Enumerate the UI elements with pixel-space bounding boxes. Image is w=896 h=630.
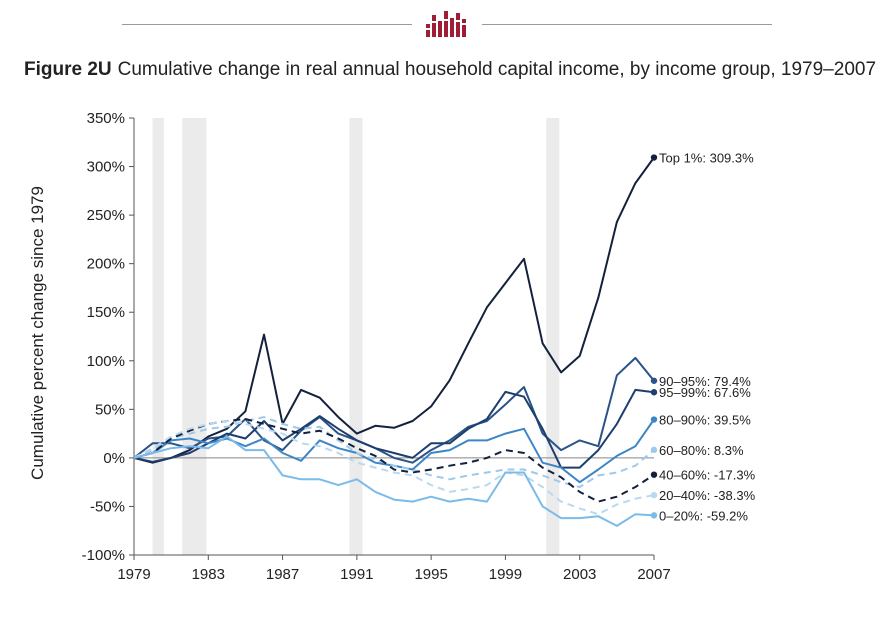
y-tick-label: 250%: [87, 207, 125, 224]
series-end-label-6: 20–40%: -38.3%: [659, 488, 756, 503]
series-end-marker-1: [650, 377, 658, 384]
x-tick-label: 2003: [563, 566, 596, 583]
series-end-marker-4: [650, 446, 658, 454]
y-tick-label: 150%: [87, 304, 125, 321]
epi-logo-icon: [426, 11, 466, 37]
recession-band-3: [546, 118, 560, 555]
y-tick-label: -50%: [90, 498, 125, 515]
y-tick-label: 100%: [87, 353, 125, 370]
series-end-marker-7: [650, 512, 658, 519]
y-tick-label: 50%: [95, 401, 125, 418]
header-rule-right: [482, 24, 772, 25]
series-lines: [133, 156, 655, 527]
series-end-label-4: 60–80%: 8.3%: [659, 443, 744, 458]
recession-band-0: [152, 118, 164, 555]
recession-band-2: [349, 118, 363, 555]
series-end-marker-2: [650, 389, 658, 396]
series-end-marker-0: [650, 154, 658, 161]
y-tick-label: 0%: [103, 450, 125, 467]
series-line-4: [133, 416, 655, 488]
y-tick-label: 350%: [87, 110, 125, 127]
y-tick-label: -100%: [82, 547, 125, 564]
series-line-6: [133, 420, 655, 516]
series-end-label-2: 95–99%: 67.6%: [659, 385, 751, 400]
recession-shading: [152, 118, 560, 555]
figure-label: Figure 2U: [24, 59, 112, 80]
y-axis-label: Cumulative percent change since 1979: [28, 186, 47, 480]
series-end-label-3: 80–90%: 39.5%: [659, 413, 751, 428]
y-tick-label: 200%: [87, 256, 125, 273]
series-line-5: [133, 418, 655, 503]
series-line-7: [133, 435, 655, 527]
x-tick-label: 1979: [117, 566, 150, 583]
y-tick-label: 300%: [87, 159, 125, 176]
series-end-label-0: Top 1%: 309.3%: [659, 151, 754, 166]
series-end-marker-3: [650, 416, 658, 423]
axes: -100% -50% 0% 50% 100% 150% 200% 250% 300% 350% 19…: [82, 110, 671, 583]
figure-title: Cumulative change in real annual househo…: [117, 59, 877, 80]
series-end-label-5: 40–60%: -17.3%: [659, 468, 756, 483]
x-tick-label: 1983: [192, 566, 225, 583]
recession-band-1: [182, 118, 207, 555]
header-rule-left: [122, 24, 412, 25]
x-tick-label: 1999: [489, 566, 522, 583]
series-line-0: [133, 156, 655, 464]
series-end-label-7: 0–20%: -59.2%: [659, 508, 748, 523]
x-tick-label: 1995: [414, 566, 447, 583]
x-tick-label: 1991: [340, 566, 373, 583]
series-line-2: [133, 388, 655, 469]
series-end-marker-6: [650, 491, 658, 499]
x-tick-label: 2007: [637, 566, 670, 583]
end-labels: Top 1%: 309.3% 90–95%: 79.4%95–99%: 67.6%…: [650, 151, 756, 523]
x-tick-label: 1987: [266, 566, 299, 583]
series-end-label-1: 90–95%: 79.4%: [659, 374, 751, 389]
figure-title-block: Figure 2U Cumulative change in real annua…: [24, 58, 884, 81]
series-end-marker-5: [650, 471, 658, 478]
